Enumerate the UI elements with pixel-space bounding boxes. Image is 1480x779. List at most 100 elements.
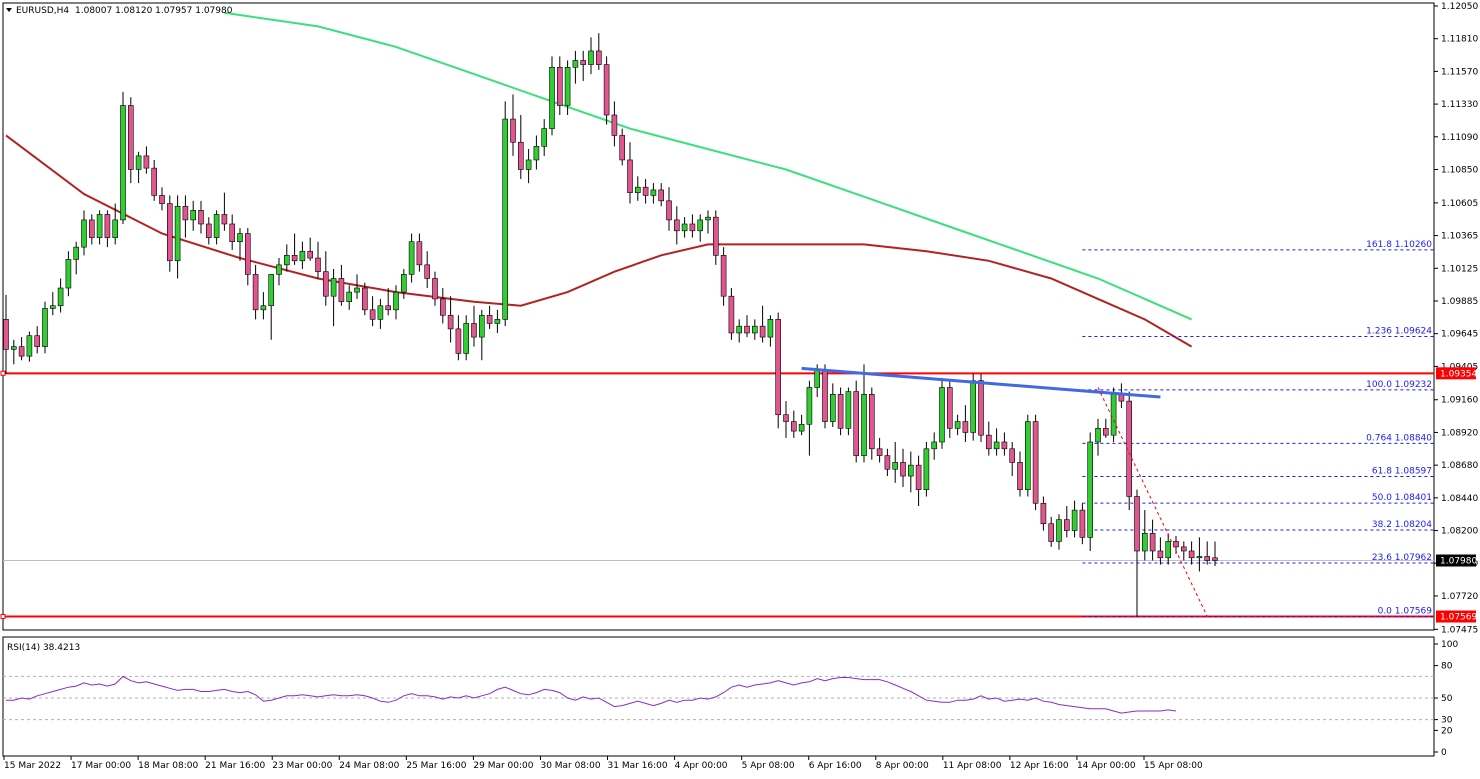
- bear-candle: [338, 278, 345, 302]
- price-tag-label: 1.07980: [1440, 557, 1477, 567]
- time-tick-label: 30 Mar 08:00: [540, 761, 600, 771]
- price-tick-label: 1.08440: [1441, 494, 1478, 504]
- price-tick-label: 1.09645: [1441, 330, 1478, 340]
- bear-candle: [946, 387, 953, 429]
- price-tick-label: 1.07720: [1441, 592, 1478, 602]
- level-anchor: [0, 370, 6, 376]
- bull-candle: [767, 319, 774, 338]
- bear-candle: [837, 393, 844, 429]
- bull-candle: [330, 278, 337, 297]
- bull-candle: [751, 325, 758, 334]
- bull-candle: [73, 246, 79, 260]
- bull-candle: [1110, 393, 1117, 436]
- bull-candle: [237, 233, 243, 243]
- time-tick-label: 5 Apr 08:00: [742, 761, 795, 771]
- bear-candle: [159, 195, 165, 204]
- bull-candle: [705, 216, 711, 221]
- rsi-tick-label: 20: [1441, 726, 1453, 736]
- time-tick-label: 12 Apr 16:00: [1010, 761, 1069, 771]
- time-tick-label: 6 Apr 16:00: [809, 761, 862, 771]
- time-tick-label: 31 Mar 16:00: [608, 761, 668, 771]
- bull-candle: [1071, 509, 1078, 531]
- bull-candle: [798, 423, 805, 432]
- bull-candle: [299, 250, 306, 262]
- bear-candle: [34, 335, 41, 347]
- triangle-down-icon[interactable]: [6, 8, 12, 12]
- bear-candle: [962, 421, 969, 433]
- bear-candle: [759, 325, 766, 338]
- bear-candle: [712, 216, 719, 256]
- bear-candle: [1032, 421, 1039, 504]
- rsi-tick-label: 30: [1441, 716, 1453, 726]
- price-tick-label: 1.09160: [1441, 396, 1478, 406]
- time-tick-label: 8 Apr 00:00: [876, 761, 929, 771]
- bull-candle: [57, 287, 64, 307]
- bull-candle: [845, 391, 852, 429]
- bear-candle: [369, 309, 376, 320]
- bull-candle: [1165, 541, 1171, 559]
- rsi-tick-label: 100: [1441, 640, 1458, 650]
- bear-candle: [1064, 519, 1070, 531]
- bear-candle: [1001, 441, 1008, 450]
- rsi-pane-frame: [2, 636, 1435, 757]
- level-price-tag: [1436, 367, 1476, 380]
- bull-candle: [861, 393, 867, 456]
- bear-candle: [1040, 502, 1047, 525]
- bear-candle: [619, 135, 626, 161]
- bull-candle: [346, 291, 353, 302]
- bear-candle: [424, 264, 431, 279]
- bull-candle: [970, 380, 977, 433]
- bear-candle: [1212, 557, 1218, 561]
- bull-candle: [634, 186, 641, 193]
- bull-candle: [525, 159, 532, 170]
- projection-line: [1097, 387, 1208, 617]
- bull-candle: [65, 259, 72, 289]
- bull-candle: [736, 325, 743, 334]
- rsi-label: RSI(14) 38.4213: [7, 643, 80, 653]
- bull-candle: [1056, 519, 1062, 542]
- time-tick-label: 15 Mar 2022: [4, 761, 61, 771]
- bull-candle: [829, 393, 836, 422]
- bear-candle: [783, 414, 789, 422]
- bear-candle: [642, 186, 649, 196]
- bear-candle: [104, 214, 111, 238]
- bear-candle: [128, 105, 134, 170]
- bear-candle: [439, 298, 446, 316]
- price-tick-label: 1.08920: [1441, 428, 1478, 438]
- level-price-tag: [1436, 610, 1476, 623]
- bull-candle: [1087, 441, 1093, 538]
- time-tick-label: 11 Apr 08:00: [943, 761, 1002, 771]
- price-tick-label: 1.07475: [1441, 625, 1478, 635]
- fib-level-label: 0.764 1.08840: [1366, 433, 1432, 443]
- time-tick-label: 29 Mar 00:00: [473, 761, 533, 771]
- bull-candle: [1142, 532, 1148, 552]
- bull-candle: [81, 219, 87, 248]
- bull-candle: [283, 255, 290, 266]
- price-tag-label: 1.09354: [1440, 369, 1477, 379]
- bull-candle: [268, 274, 275, 307]
- bull-candle: [954, 421, 961, 429]
- bear-candle: [143, 155, 150, 169]
- price-axis: 1.12050 1.11810 1.11570 1.11330 1.11090 1.108…: [1434, 2, 1478, 635]
- bull-candle: [190, 210, 196, 221]
- level-anchor: [0, 614, 6, 620]
- bear-candle: [315, 257, 321, 272]
- price-tick-label: 1.12050: [1441, 2, 1478, 12]
- bear-candle: [853, 391, 860, 456]
- bear-candle: [822, 369, 828, 422]
- bear-candle: [580, 60, 587, 65]
- bear-candle: [198, 210, 204, 225]
- bear-candle: [447, 314, 454, 330]
- bear-candle: [666, 200, 672, 221]
- bull-candle: [96, 214, 103, 238]
- time-tick-label: 25 Mar 16:00: [406, 761, 466, 771]
- bear-candle: [221, 214, 228, 225]
- bull-candle: [393, 291, 399, 311]
- bear-candle: [790, 421, 797, 432]
- fib-level-label: 161.8 1.10260: [1366, 240, 1432, 250]
- bull-candle: [931, 441, 938, 450]
- bear-candle: [627, 159, 633, 193]
- fib-level-label: 100.0 1.09232: [1366, 380, 1432, 390]
